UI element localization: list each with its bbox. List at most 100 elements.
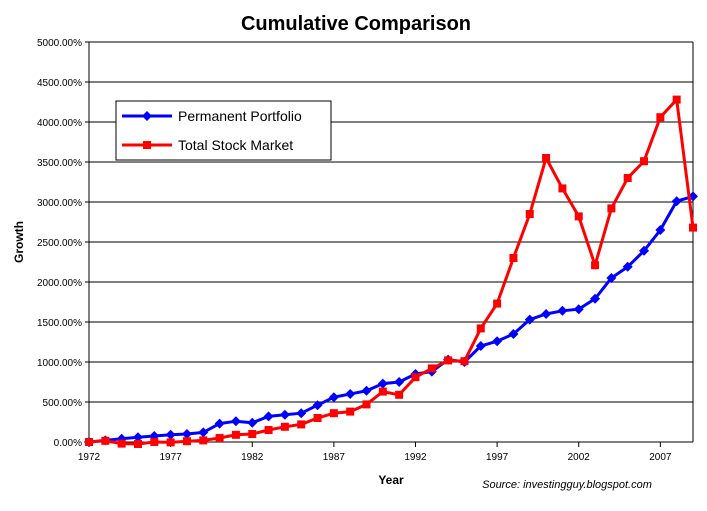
y-tick-label: 0.00% [54, 438, 82, 449]
data-point-permanent-portfolio [328, 392, 339, 403]
data-point-permanent-portfolio [230, 416, 241, 427]
data-point-permanent-portfolio [214, 418, 225, 429]
data-point-total-stock-market [329, 409, 338, 418]
y-tick-label: 1000.00% [37, 358, 82, 369]
legend-marker-total-stock-market [143, 141, 151, 149]
data-point-permanent-portfolio [361, 385, 372, 396]
y-tick-label: 4500.00% [37, 78, 82, 89]
data-point-permanent-portfolio [279, 409, 290, 420]
series-line-permanent-portfolio [88, 194, 694, 444]
x-axis-ticks: 1972 1977 1982 1987 1992 1997 2002 2007 [78, 442, 672, 463]
data-point-total-stock-market [280, 422, 289, 431]
data-point-total-stock-market [558, 184, 567, 193]
data-point-permanent-portfolio [622, 261, 633, 272]
data-point-total-stock-market [525, 210, 534, 218]
data-point-permanent-portfolio [377, 378, 388, 389]
y-axis-label: Growth [12, 221, 26, 263]
legend-marker-permanent-portfolio [142, 111, 152, 121]
data-point-total-stock-market [166, 438, 175, 447]
data-point-permanent-portfolio [165, 429, 176, 440]
data-point-total-stock-market [672, 95, 681, 104]
source-note: Source: investingguy.blogspot.com [482, 479, 652, 491]
data-point-total-stock-market [493, 299, 502, 308]
data-point-total-stock-market [378, 387, 387, 396]
x-tick-label: 1992 [404, 452, 427, 463]
data-point-permanent-portfolio [492, 336, 503, 347]
data-point-permanent-portfolio [263, 411, 274, 422]
data-point-permanent-portfolio [590, 293, 601, 304]
data-point-permanent-portfolio [671, 196, 682, 207]
data-point-total-stock-market [248, 430, 257, 438]
series-layer [84, 95, 698, 448]
data-point-total-stock-market [133, 440, 142, 448]
data-point-total-stock-market [591, 261, 600, 270]
y-tick-label: 4000.00% [37, 118, 82, 129]
data-point-permanent-portfolio [573, 304, 584, 315]
data-point-total-stock-market [297, 420, 306, 429]
data-point-total-stock-market [101, 436, 110, 445]
y-tick-label: 2500.00% [37, 238, 82, 249]
x-tick-label: 1977 [159, 452, 182, 463]
data-point-total-stock-market [395, 390, 404, 399]
data-point-permanent-portfolio [606, 273, 617, 283]
y-tick-label: 3000.00% [37, 198, 82, 209]
data-point-total-stock-market [623, 174, 632, 182]
data-point-total-stock-market [362, 400, 371, 409]
x-tick-label: 1987 [323, 452, 346, 463]
data-point-total-stock-market [476, 324, 485, 333]
data-point-total-stock-market [689, 223, 697, 232]
data-point-total-stock-market [182, 437, 191, 446]
y-tick-label: 2000.00% [37, 278, 82, 289]
x-tick-label: 1982 [241, 452, 264, 463]
y-tick-label: 3500.00% [37, 158, 82, 169]
data-point-total-stock-market [574, 212, 583, 221]
data-point-total-stock-market [199, 436, 208, 445]
data-point-total-stock-market [85, 438, 93, 446]
data-point-permanent-portfolio [132, 432, 143, 443]
data-point-total-stock-market [313, 414, 322, 422]
data-point-total-stock-market [444, 356, 453, 365]
data-point-total-stock-market [509, 254, 518, 262]
chart-title: Cumulative Comparison [241, 13, 471, 35]
data-point-permanent-portfolio [541, 309, 552, 319]
data-point-permanent-portfolio [247, 417, 258, 428]
data-point-total-stock-market [427, 364, 436, 373]
y-axis-ticks: 0.00% 500.00% 1000.00% 1500.00% 2000.00% 2500… [37, 38, 89, 449]
y-tick-label: 5000.00% [37, 38, 82, 49]
data-point-permanent-portfolio [524, 314, 535, 325]
data-point-total-stock-market [346, 407, 355, 416]
data-point-total-stock-market [231, 430, 240, 439]
data-point-total-stock-market [656, 113, 665, 122]
legend-label-permanent-portfolio: Permanent Portfolio [178, 108, 302, 124]
data-point-total-stock-market [117, 439, 126, 448]
data-point-permanent-portfolio [394, 377, 405, 387]
y-tick-label: 1500.00% [37, 318, 82, 329]
data-point-total-stock-market [150, 438, 159, 446]
data-point-permanent-portfolio [508, 329, 519, 339]
x-tick-label: 1972 [78, 452, 101, 463]
data-point-permanent-portfolio [296, 408, 307, 419]
data-point-permanent-portfolio [639, 245, 650, 256]
data-point-total-stock-market [607, 204, 616, 213]
data-point-permanent-portfolio [181, 429, 192, 439]
data-point-total-stock-market [215, 434, 224, 442]
legend: Permanent Portfolio Total Stock Market [115, 100, 332, 161]
data-point-permanent-portfolio [198, 427, 209, 438]
data-point-permanent-portfolio [345, 389, 356, 399]
x-tick-label: 2002 [568, 452, 591, 463]
x-tick-label: 1997 [486, 452, 509, 463]
data-point-total-stock-market [542, 154, 551, 162]
gridlines [88, 41, 694, 443]
data-point-permanent-portfolio [655, 225, 666, 235]
x-axis-label: Year [378, 473, 404, 487]
x-tick-label: 2007 [649, 452, 672, 463]
data-point-total-stock-market [460, 357, 469, 366]
legend-label-total-stock-market: Total Stock Market [178, 137, 293, 153]
legend-box [115, 100, 332, 161]
y-tick-label: 500.00% [43, 398, 83, 409]
data-point-total-stock-market [640, 157, 649, 166]
data-point-permanent-portfolio [557, 305, 568, 316]
data-point-total-stock-market [264, 426, 273, 434]
data-point-permanent-portfolio [312, 400, 323, 411]
